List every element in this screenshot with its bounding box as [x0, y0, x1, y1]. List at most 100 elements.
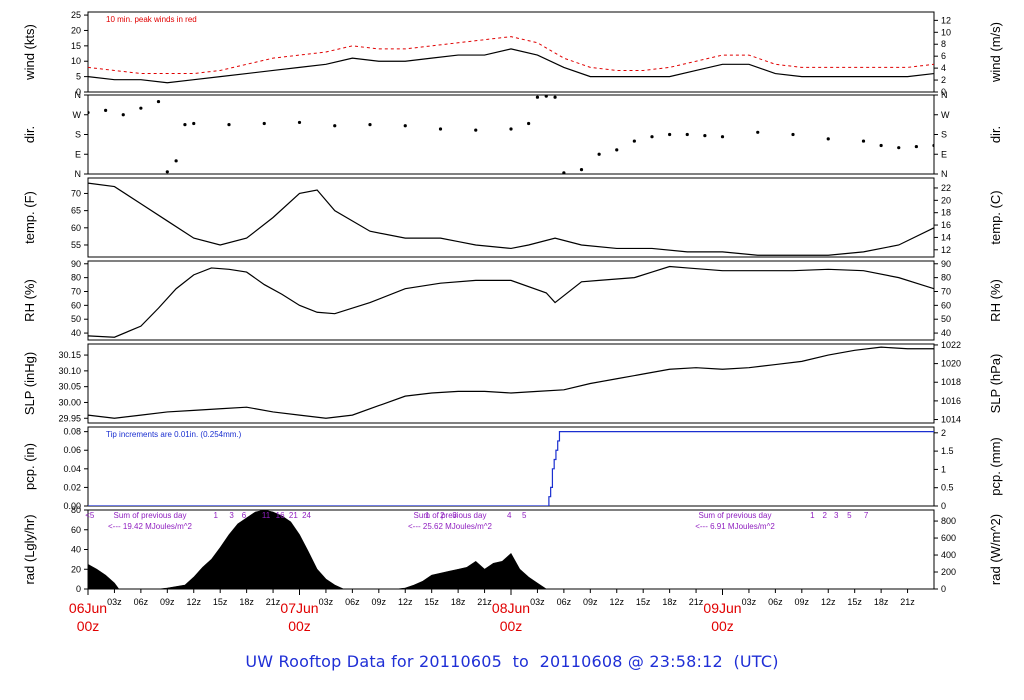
y2-tick-label: 0 — [941, 501, 946, 511]
day-label-time: 00z — [288, 618, 311, 634]
dir-point — [139, 106, 143, 110]
y2-tick-label: E — [941, 149, 947, 159]
day-label-time: 00z — [500, 618, 523, 634]
y-tick-label: 30.00 — [58, 397, 81, 407]
dir-point — [474, 128, 478, 132]
y2-tick-label: 4 — [941, 63, 946, 73]
y2-tick-label: 800 — [941, 516, 956, 526]
radiation-hour-label: 2 — [440, 511, 445, 520]
y-tick-label: 29.95 — [58, 413, 81, 423]
y2-tick-label: 22 — [941, 183, 951, 193]
y2-axis-label: pcp. (mm) — [988, 437, 1003, 496]
y-axis-label: temp. (F) — [22, 191, 37, 244]
dir-point — [720, 135, 725, 139]
radiation-sum-value: <--- 6.91 MJoules/m^2 — [695, 522, 775, 531]
x-tick-label: 03z — [530, 597, 545, 607]
radiation-sum-label: Sum of previous day — [414, 511, 487, 520]
y-tick-label: 80 — [71, 273, 81, 283]
y2-tick-label: N — [941, 169, 948, 179]
y2-tick-label: 50 — [941, 314, 951, 324]
y2-tick-label: 1020 — [941, 359, 961, 369]
dir-point — [227, 123, 231, 127]
panel-annotation: Tip increments are 0.01in. (0.254mm.) — [106, 430, 242, 439]
radiation-sum-value: <--- 19.42 MJoules/m^2 — [108, 522, 193, 531]
y-tick-label: W — [73, 110, 82, 120]
dir-point — [535, 95, 540, 99]
y2-tick-label: 1014 — [941, 415, 961, 425]
series-group — [88, 346, 934, 419]
y2-tick-label: 14 — [941, 232, 951, 242]
wind-line — [88, 48, 934, 84]
y2-tick-label: 600 — [941, 533, 956, 543]
y2-tick-label: 1 — [941, 464, 946, 474]
y-tick-label: N — [75, 90, 82, 100]
y2-tick-label: N — [941, 90, 948, 100]
y-tick-label: 5 — [76, 72, 81, 82]
dir-point — [668, 132, 672, 137]
x-tick-label: 06z — [345, 597, 360, 607]
y2-axis-label: dir. — [988, 126, 1003, 143]
panel-frame — [87, 177, 935, 258]
radiation-hour-label: 2 — [822, 511, 827, 520]
y2-tick-label: 70 — [941, 286, 951, 296]
y-tick-label: 30.05 — [58, 382, 81, 392]
dir-point — [297, 120, 302, 125]
rh-line — [88, 265, 934, 338]
y-tick-label: 0.02 — [63, 482, 81, 492]
y2-tick-label: 20 — [941, 195, 951, 205]
x-tick-label: 18z — [662, 597, 677, 607]
x-tick-label: 18z — [239, 597, 254, 607]
y2-tick-label: 1.5 — [941, 446, 954, 456]
slp-line — [88, 346, 934, 419]
y-tick-label: 25 — [71, 10, 81, 20]
day-label: 06Jun — [69, 600, 107, 616]
time-axis: 03z 06z 09z 12z 15z 18z 21z 03z 06z 09z 12z 15z 18z 2… — [69, 589, 915, 634]
series-group — [88, 95, 934, 174]
y2-tick-label: W — [941, 110, 950, 120]
dir-point — [553, 95, 557, 99]
panel-frame — [87, 343, 935, 424]
y-tick-label: 30.10 — [58, 366, 81, 376]
y-tick-label: 50 — [71, 314, 81, 324]
y-axis-label: rad (Lgly/hr) — [22, 514, 37, 584]
dir-point — [183, 123, 187, 127]
y-tick-label: E — [75, 149, 81, 159]
radiation-hour-label: 21 — [289, 511, 298, 520]
dir-point — [932, 143, 934, 148]
y2-tick-label: 10 — [941, 27, 951, 37]
dir-point — [562, 171, 566, 174]
y2-tick-label: 12 — [941, 15, 951, 25]
x-tick-label: 09z — [372, 597, 387, 607]
x-tick-label: 03z — [742, 597, 757, 607]
y2-tick-label: 0.5 — [941, 483, 954, 493]
radiation-hour-label: 5 — [522, 511, 527, 520]
x-tick-label: 06z — [557, 597, 572, 607]
y2-tick-label: 6 — [941, 51, 946, 61]
y-tick-label: 0.04 — [63, 464, 81, 474]
x-tick-label: 09z — [795, 597, 810, 607]
y-tick-label: 0 — [76, 87, 81, 97]
y2-tick-label: 1016 — [941, 396, 961, 406]
y2-tick-label: 18 — [941, 208, 951, 218]
y2-axis-label: rad (W/m^2) — [988, 514, 1003, 585]
x-tick-label: 03z — [107, 597, 122, 607]
radiation-hour-label: 24 — [302, 511, 311, 520]
series-group — [88, 510, 934, 589]
y-tick-label: 15 — [71, 41, 81, 51]
x-tick-label: 18z — [451, 597, 466, 607]
y-tick-label: 40 — [71, 545, 81, 555]
panel-wind: 0 5 10 15 20 25 0 2 4 6 8 10 12 wind (kts) wind (m/s) 1… — [22, 10, 1003, 97]
x-tick-label: 06z — [768, 597, 783, 607]
dir-point — [756, 130, 760, 134]
y-tick-label: 0.06 — [63, 445, 81, 455]
radiation-hour-label: 16 — [276, 511, 285, 520]
wind-peak-line — [88, 36, 934, 75]
dir-point — [615, 148, 619, 152]
y2-tick-label: S — [941, 130, 947, 140]
panel-slp: 29.95 30.00 30.05 30.10 30.15 1014 1016 1018 102… — [22, 340, 1003, 425]
x-tick-label: 15z — [424, 597, 439, 607]
radiation-hour-label: 1 — [810, 511, 815, 520]
x-tick-label: 12z — [821, 597, 836, 607]
